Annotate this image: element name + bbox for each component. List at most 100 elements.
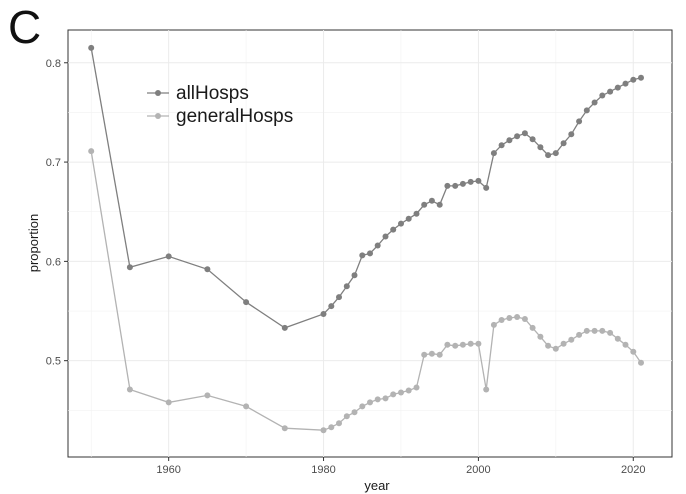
data-point [591,327,598,334]
data-point [351,409,358,416]
data-point [390,391,397,398]
data-point [436,201,443,208]
data-point [336,294,342,301]
y-tick-label: 0.5 [46,356,61,368]
y-tick-label: 0.6 [46,256,61,268]
data-point [359,252,366,259]
data-point [204,266,211,273]
data-point [521,316,528,322]
data-point [428,197,435,204]
legend-key-point [155,90,161,96]
x-axis-ticks: 1960 1980 2000 2020 [156,457,646,476]
data-point [281,324,288,331]
data-point [475,177,482,184]
x-tick-label: 1960 [156,464,180,476]
data-point [483,184,490,191]
data-point [537,144,544,151]
data-point [398,389,404,396]
data-point [359,403,366,410]
data-point [498,142,505,149]
data-point [382,395,389,402]
data-point [483,386,490,393]
data-point [382,233,389,240]
data-point [405,215,412,222]
series-layer [88,44,644,434]
y-tick-label: 0.7 [46,157,61,169]
series-allHosps [88,44,644,331]
data-point [281,425,288,432]
data-point [165,399,172,406]
panel-label: C [8,1,42,53]
data-point [552,345,559,352]
data-point [568,336,575,343]
data-point [351,272,358,279]
data-point [490,321,497,328]
data-point [126,264,133,271]
data-point [607,88,614,95]
data-point [374,242,381,249]
data-point [126,386,133,393]
data-point [328,424,335,431]
data-point [374,396,381,403]
data-point [583,107,590,114]
legend-key-point [155,113,161,119]
data-point [490,150,497,157]
grid-lines [68,30,672,457]
data-point [552,150,559,157]
x-tick-label: 2000 [466,464,490,476]
data-point [521,130,528,137]
data-point [622,341,629,348]
legend-label: generalHosps [176,106,293,127]
data-point [545,152,552,159]
data-point [343,283,350,290]
data-point [467,340,474,347]
data-point [367,399,373,406]
data-point [367,250,373,257]
data-point [514,314,521,320]
y-axis-ticks: 0.5 0.6 0.7 0.8 [46,58,68,368]
data-point [638,74,644,81]
data-point [88,148,95,155]
x-tick-label: 2020 [621,464,645,476]
data-point [529,136,536,143]
x-axis-title: year [364,478,390,493]
data-point [452,182,459,189]
data-point [444,182,451,189]
data-point [607,329,614,336]
y-axis-title: proportion [26,214,41,273]
data-point [583,327,590,334]
data-point [428,350,435,357]
series-generalHosps [88,148,644,434]
data-point [599,92,606,99]
data-point [537,333,544,340]
data-point [560,140,567,147]
data-point [343,413,350,420]
data-point [599,327,606,334]
data-point [614,84,621,91]
data-point [568,131,575,138]
data-point [436,351,443,358]
legend-item-allHosps: allHosps [147,83,249,104]
data-point [475,340,482,347]
data-point [444,341,451,348]
data-point [630,348,637,355]
data-point [560,340,567,347]
data-point [413,384,420,391]
data-point [88,44,95,51]
data-point [545,342,552,349]
data-point [413,210,420,217]
data-point [459,180,466,187]
legend-item-generalHosps: generalHosps [147,106,293,127]
data-point [405,387,412,394]
data-point [506,315,513,321]
data-point [514,133,521,140]
data-point [204,392,211,399]
data-point [243,299,250,306]
data-point [421,351,428,358]
legend-label: allHosps [176,83,249,104]
data-point [320,311,327,317]
data-point [498,317,505,323]
data-point [243,403,250,410]
